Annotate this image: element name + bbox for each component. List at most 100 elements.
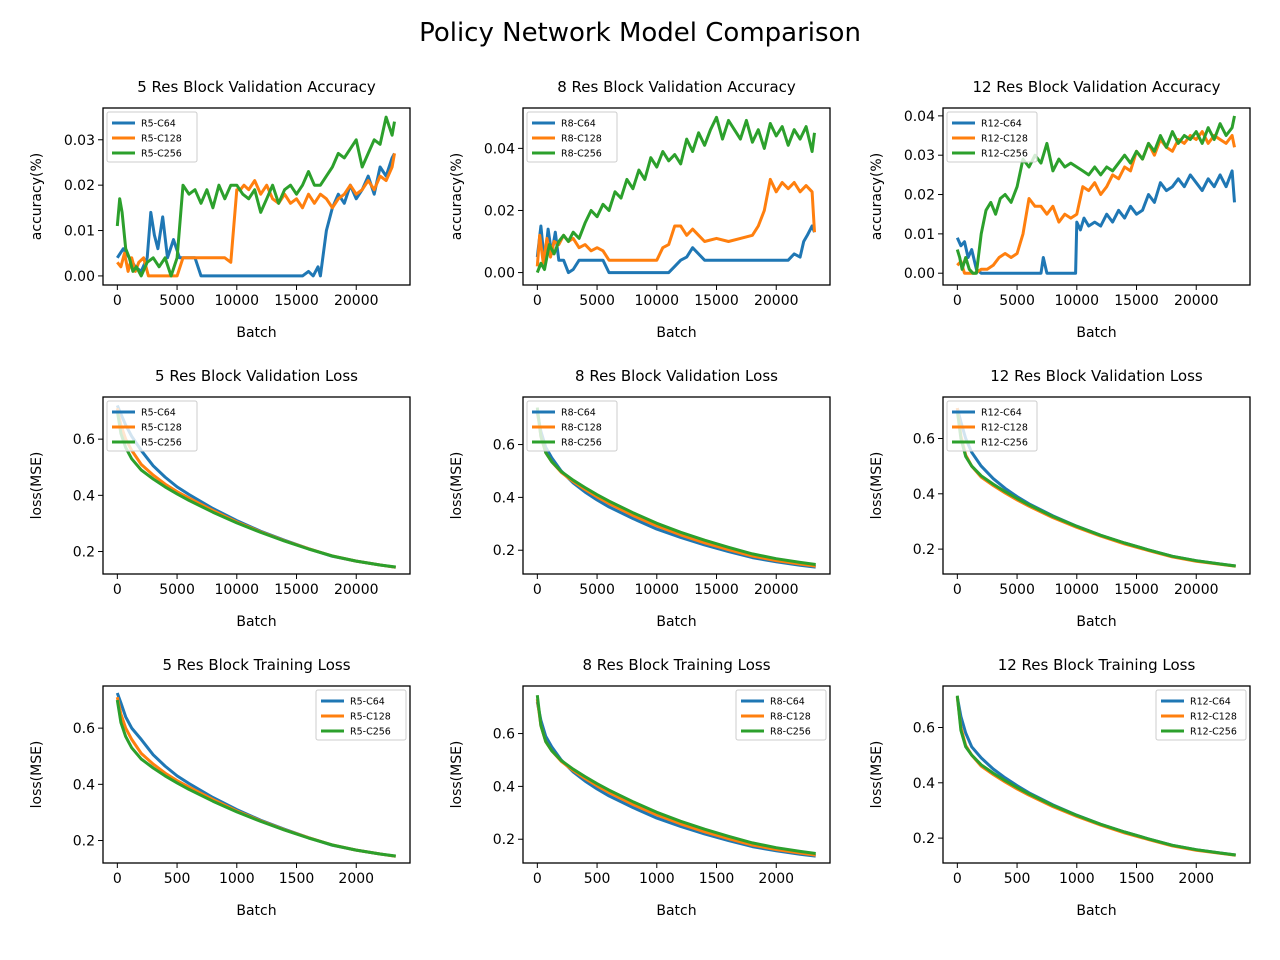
x-tick-label: 0 <box>953 582 962 598</box>
x-tick-label: 5000 <box>159 582 195 598</box>
y-axis-label: loss(MSE) <box>449 741 465 809</box>
axes-frame <box>942 685 1251 864</box>
x-tick-label: 0 <box>953 293 962 309</box>
legend-label: R12-C128 <box>1190 712 1237 723</box>
legend-label: R5-C128 <box>141 134 182 145</box>
x-tick-label: 1500 <box>1119 871 1155 887</box>
y-tick-label: 0.2 <box>493 543 515 559</box>
x-axis-label: Batch <box>656 903 696 919</box>
legend-label: R5-C256 <box>350 727 391 738</box>
figure-title: Policy Network Model Comparison <box>419 18 861 48</box>
x-tick-label: 15000 <box>694 582 739 598</box>
legend-label: R5-C64 <box>141 119 176 130</box>
x-tick-label: 20000 <box>334 582 379 598</box>
series-group <box>955 695 1236 857</box>
subplot-title: 8 Res Block Training Loss <box>582 656 770 674</box>
x-tick-label: 2000 <box>338 871 374 887</box>
y-axis-label: accuracy(%) <box>29 153 45 240</box>
series-group <box>535 407 816 569</box>
axes-frame <box>102 107 411 286</box>
series-group <box>115 115 396 278</box>
series-line-R8-C64 <box>535 701 816 858</box>
y-tick-label: 0.4 <box>73 777 95 793</box>
x-tick-label: 5000 <box>999 293 1035 309</box>
x-tick-label: 2000 <box>758 871 794 887</box>
series-group <box>115 692 396 858</box>
legend-label: R12-C128 <box>981 423 1028 434</box>
y-tick-label: 0.4 <box>493 490 515 506</box>
legend-label: R12-C256 <box>981 149 1028 160</box>
x-tick-label: 15000 <box>1114 293 1159 309</box>
x-tick-label: 0 <box>113 582 122 598</box>
y-tick-label: 0.2 <box>73 834 95 850</box>
y-axis-label: loss(MSE) <box>29 741 45 809</box>
series-line-R5-C256 <box>115 699 396 858</box>
legend-label: R8-C256 <box>561 149 602 160</box>
subplot-title: 8 Res Block Validation Loss <box>575 367 778 385</box>
x-tick-label: 1500 <box>279 871 315 887</box>
y-tick-label: 0.04 <box>904 109 935 125</box>
legend: R8-C64 R8-C128 R8-C256 <box>735 689 827 741</box>
y-tick-label: 0.6 <box>493 438 515 454</box>
axes-frame <box>942 107 1251 286</box>
y-axis-label: loss(MSE) <box>869 741 885 809</box>
subplot-title: 8 Res Block Validation Accuracy <box>557 78 796 96</box>
axes-frame <box>102 685 411 864</box>
legend-label: R12-C256 <box>981 438 1028 449</box>
legend: R8-C64 R8-C128 R8-C256 <box>526 400 618 452</box>
subplot-1: 5 Res Block Validation Accuracy 0 5000 1000… <box>29 78 411 341</box>
x-tick-label: 15000 <box>694 293 739 309</box>
subplot-5: 8 Res Block Validation Loss 0 5000 10000 150… <box>449 367 831 630</box>
y-tick-label: 0.01 <box>64 224 95 240</box>
y-tick-label: 0.6 <box>73 721 95 737</box>
x-tick-label: 0 <box>953 871 962 887</box>
series-group <box>955 115 1236 275</box>
subplot-8: 8 Res Block Training Loss 0 500 1000 1500 200… <box>449 656 831 919</box>
y-tick-label: 0.6 <box>493 727 515 743</box>
x-tick-label: 500 <box>584 871 611 887</box>
legend-label: R5-C64 <box>350 697 385 708</box>
series-line-R12-C64 <box>955 169 1236 275</box>
legend-label: R5-C256 <box>141 149 182 160</box>
legend-label: R12-C256 <box>1190 727 1237 738</box>
legend-label: R5-C128 <box>141 423 182 434</box>
series-line-R8-C128 <box>535 177 816 267</box>
x-tick-label: 10000 <box>635 293 680 309</box>
series-line-R8-C64 <box>535 412 816 569</box>
legend-label: R12-C128 <box>981 134 1028 145</box>
x-tick-label: 0 <box>533 293 542 309</box>
legend: R12-C64 R12-C128 R12-C256 <box>946 111 1038 163</box>
y-tick-label: 0.4 <box>493 779 515 795</box>
y-axis-label: loss(MSE) <box>869 452 885 520</box>
subplot-title: 12 Res Block Validation Accuracy <box>972 78 1220 96</box>
series-line-R5-C128 <box>116 153 396 278</box>
legend-label: R8-C64 <box>561 408 596 419</box>
x-tick-label: 500 <box>1004 871 1031 887</box>
subplot-2: 8 Res Block Validation Accuracy 0 5000 1000… <box>449 78 831 341</box>
x-axis-label: Batch <box>236 903 276 919</box>
x-tick-label: 1000 <box>219 871 255 887</box>
subplot-3: 12 Res Block Validation Accuracy 0 5000 100… <box>869 78 1251 341</box>
legend-label: R8-C128 <box>561 134 602 145</box>
legend-label: R8-C128 <box>561 423 602 434</box>
series-line-R12-C256 <box>955 410 1236 568</box>
axes-frame <box>522 685 831 864</box>
x-axis-label: Batch <box>656 325 696 341</box>
x-tick-label: 1500 <box>699 871 735 887</box>
legend: R12-C64 R12-C128 R12-C256 <box>1155 689 1247 741</box>
y-tick-label: 0.6 <box>913 431 935 447</box>
x-axis-label: Batch <box>1076 325 1116 341</box>
legend-label: R5-C128 <box>350 712 391 723</box>
legend-label: R8-C128 <box>770 712 811 723</box>
x-tick-label: 20000 <box>1174 582 1219 598</box>
y-tick-label: 0.4 <box>913 487 935 503</box>
legend: R5-C64 R5-C128 R5-C256 <box>106 111 198 163</box>
legend-label: R8-C64 <box>770 697 805 708</box>
x-axis-label: Batch <box>236 325 276 341</box>
x-tick-label: 10000 <box>1055 293 1100 309</box>
subplot-title: 5 Res Block Training Loss <box>162 656 350 674</box>
legend-label: R5-C256 <box>141 438 182 449</box>
series-line-R8-C64 <box>535 224 816 275</box>
